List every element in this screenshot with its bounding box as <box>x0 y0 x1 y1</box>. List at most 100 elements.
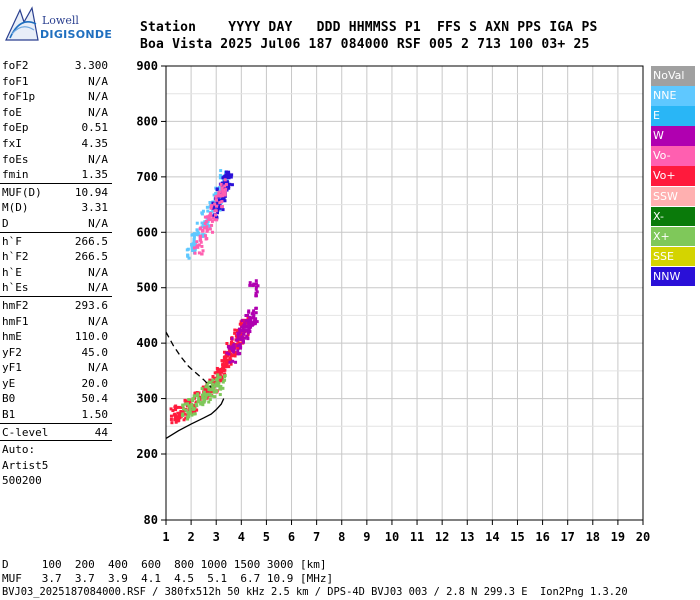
echo-point <box>215 371 219 375</box>
echo-point <box>190 399 194 403</box>
echo-point <box>223 190 227 194</box>
echo-point <box>224 182 228 186</box>
echo-point <box>188 411 192 415</box>
param-value: 10.94 <box>74 185 108 199</box>
echo-point <box>195 404 199 408</box>
echo-point <box>216 384 220 388</box>
echo-point <box>246 331 250 335</box>
echo-point <box>192 246 196 250</box>
param-row: h`Es N/A <box>0 280 112 296</box>
echo-point <box>206 209 210 213</box>
echo-point <box>205 222 209 226</box>
echo-point <box>213 371 217 375</box>
echo-point <box>222 182 226 186</box>
param-name: B1 <box>2 408 16 422</box>
header-line-1: Station YYYY DAY DDD HHMMSS P1 FFS S AXN… <box>140 20 598 35</box>
param-row: MUF(D) 10.94 <box>0 185 112 201</box>
echo-point <box>202 390 206 394</box>
param-name: C-level <box>2 425 49 439</box>
echo-point <box>254 294 258 298</box>
divider <box>0 440 112 442</box>
echo-point <box>209 206 213 210</box>
echo-point <box>236 328 240 332</box>
param-value: N/A <box>88 281 108 295</box>
auto-label: Auto: <box>2 443 36 457</box>
param-value: 45.0 <box>81 345 109 359</box>
legend-item-x-plus: X+ <box>651 226 695 247</box>
echo-point <box>244 314 248 318</box>
echo-point <box>221 366 225 370</box>
echo-point <box>193 409 197 413</box>
x-tick-label: 18 <box>586 530 600 544</box>
param-name: B0 <box>2 392 16 406</box>
echo-point <box>213 202 217 206</box>
param-value: 3.300 <box>74 59 108 72</box>
param-name: h`F2 <box>2 250 29 264</box>
echo-point <box>208 390 212 394</box>
param-row: hmF2 293.6 <box>0 298 112 314</box>
echo-point <box>200 244 204 248</box>
echo-point <box>219 182 223 186</box>
param-row: hmF1 N/A <box>0 314 112 330</box>
echo-point <box>220 196 224 200</box>
param-value: 1.50 <box>81 408 109 422</box>
param-value: 293.6 <box>74 298 108 312</box>
echo-point <box>216 194 220 198</box>
echo-point <box>207 218 211 222</box>
param-value: 4.35 <box>81 136 109 150</box>
legend-item-e: E <box>651 106 695 126</box>
echo-point <box>182 409 186 413</box>
echo-point <box>239 345 243 349</box>
param-name: foF1p <box>2 90 36 104</box>
file-info-line: BVJ03_2025187084000.RSF / 380fx512h 50 k… <box>2 586 628 598</box>
echo-point <box>195 228 199 232</box>
echo-point <box>196 392 200 396</box>
echo-point <box>219 384 223 388</box>
y-tick-label: 700 <box>136 170 158 184</box>
echo-point <box>193 405 197 409</box>
echo-point <box>191 233 195 237</box>
echo-point <box>224 187 228 191</box>
echo-point <box>249 319 253 323</box>
echo-point <box>181 407 185 411</box>
echo-point <box>200 221 204 225</box>
echo-point <box>254 317 258 321</box>
echo-point <box>254 279 258 283</box>
legend: NoVal NNE E W Vo- Vo+ SSW X- X+ SSE NNW <box>651 66 695 287</box>
echo-point <box>215 218 219 222</box>
echo-point <box>254 287 258 291</box>
echo-point <box>177 414 181 418</box>
x-tick-label: 10 <box>385 530 399 544</box>
autoscaling-info: Auto: Artist5 500200 <box>0 442 112 489</box>
echo-point <box>226 170 230 174</box>
x-tick-label: 16 <box>535 530 549 544</box>
echo-point <box>209 394 213 398</box>
param-row: D N/A <box>0 216 112 232</box>
digisonde-logo: Lowell DIGISONDE <box>2 4 112 44</box>
param-group-muf: MUF(D) 10.94 M(D) 3.31 D N/A <box>0 185 112 232</box>
echo-point <box>223 180 227 184</box>
echo-point <box>241 340 245 344</box>
echo-point <box>196 231 200 235</box>
logo-lowell-text: Lowell <box>42 14 79 27</box>
echo-point <box>227 365 231 369</box>
echo-point <box>228 356 232 360</box>
echo-point <box>205 205 209 209</box>
param-row: hmE 110.0 <box>0 329 112 345</box>
echo-point <box>211 201 215 205</box>
param-name: M(D) <box>2 201 29 215</box>
param-group-frequencies: foF2 3.300 foF1 N/A foF1p N/A foE N/A foEp 0.… <box>0 58 112 183</box>
echo-point <box>209 204 213 208</box>
echo-point <box>223 378 227 382</box>
artist-version: Artist5 <box>2 458 49 472</box>
echo-point <box>193 251 197 255</box>
echo-point <box>227 345 231 349</box>
echo-point <box>217 206 221 210</box>
echo-point <box>214 382 218 386</box>
echo-point <box>217 198 221 202</box>
x-tick-label: 9 <box>363 530 370 544</box>
param-row: foEp 0.51 <box>0 120 112 136</box>
echo-point <box>236 337 240 341</box>
legend-item-vo-plus: Vo+ <box>651 166 695 186</box>
param-name: foEs <box>2 152 29 166</box>
